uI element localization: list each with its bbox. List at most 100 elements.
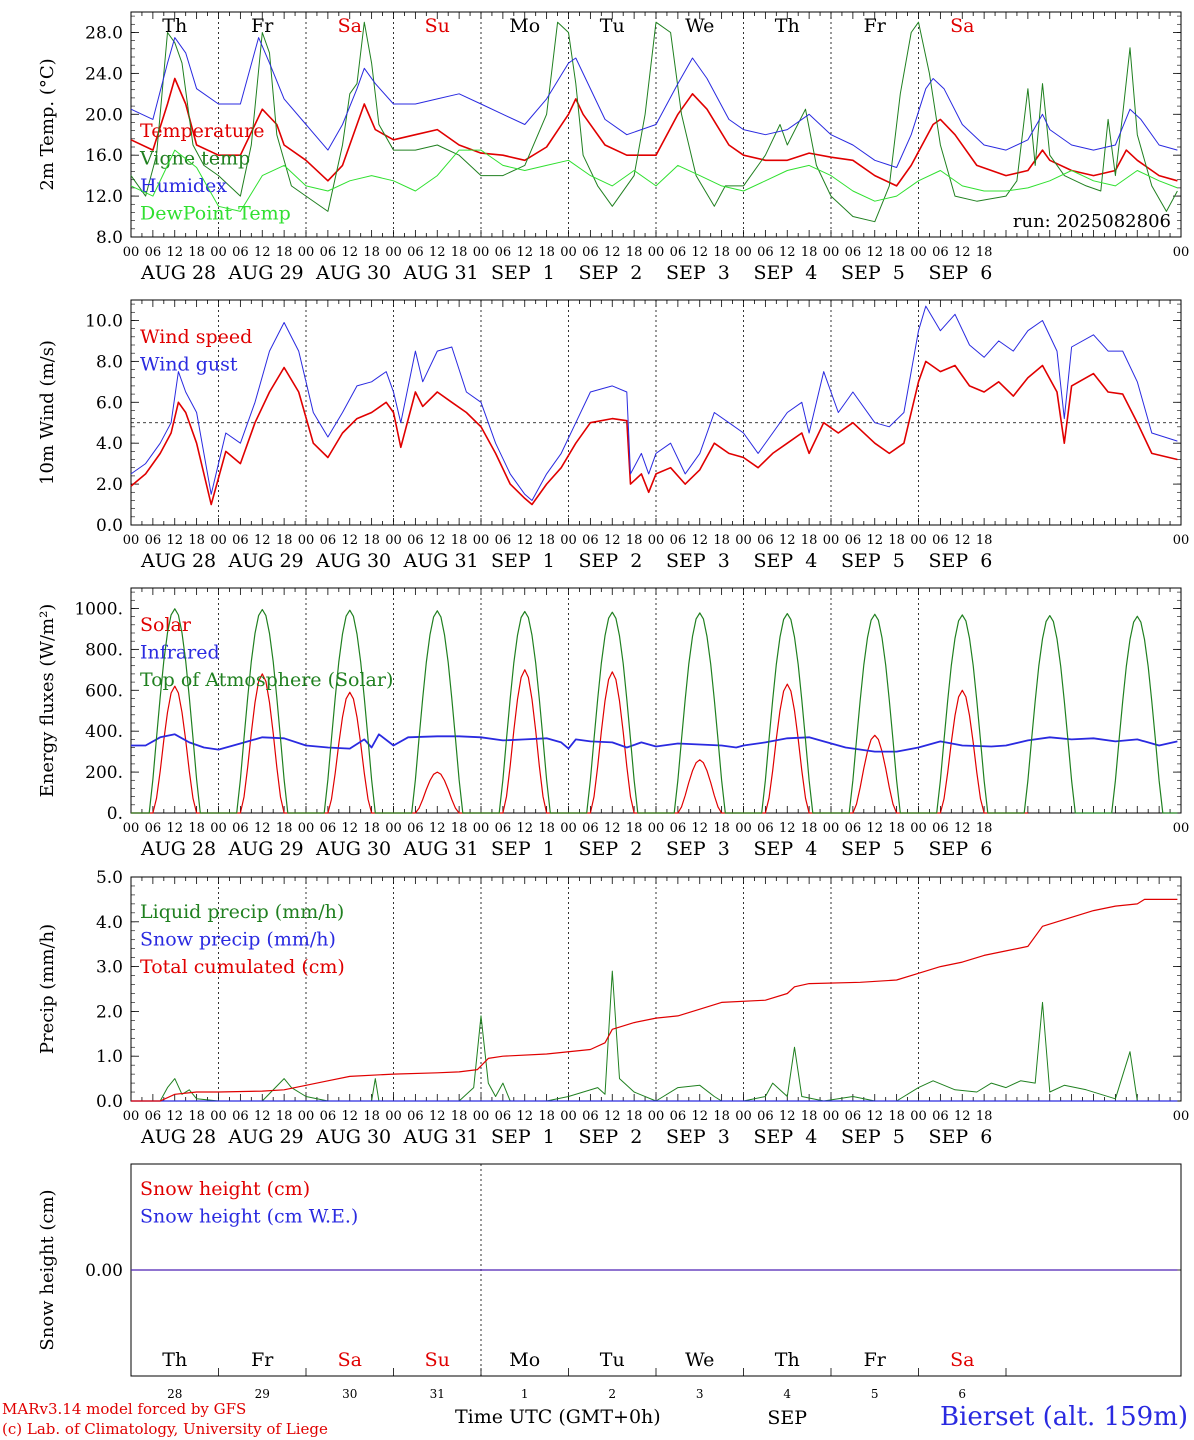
hour-tick-label: 12 xyxy=(341,245,358,260)
hour-tick-label: 06 xyxy=(582,1109,599,1124)
date-label: SEP 4 xyxy=(754,1126,818,1148)
hour-tick-label: 06 xyxy=(582,533,599,548)
hour-tick-label: 00 xyxy=(385,245,402,260)
hour-tick-label: 12 xyxy=(429,1109,446,1124)
date-label: AUG 30 xyxy=(315,838,391,860)
hour-tick-label: 18 xyxy=(276,1109,293,1124)
y-tick-label: 600. xyxy=(85,681,123,701)
y-tick-label: 1000. xyxy=(74,599,123,619)
hour-tick-label: 00 xyxy=(823,533,840,548)
date-label: SEP 5 xyxy=(841,262,905,284)
y-tick-label: 8.0 xyxy=(96,352,123,372)
date-label: SEP 5 xyxy=(841,1126,905,1148)
hour-tick-label: 06 xyxy=(145,821,162,836)
hour-tick-label: 06 xyxy=(495,533,512,548)
hour-tick-label: 00 xyxy=(910,245,927,260)
hour-tick-label: 18 xyxy=(188,1109,205,1124)
date-label: AUG 28 xyxy=(140,262,216,284)
bottom-weekday-label: Su xyxy=(425,1349,450,1371)
date-label: SEP 1 xyxy=(491,1126,555,1148)
date-label: SEP 5 xyxy=(841,550,905,572)
legend-entry: Humidex xyxy=(140,175,227,197)
hour-tick-label: 18 xyxy=(363,245,380,260)
bottom-day-number: 1 xyxy=(521,1387,529,1401)
date-label: SEP 3 xyxy=(666,838,730,860)
hour-tick-label: 00 xyxy=(473,533,490,548)
y-tick-label: 0.00 xyxy=(85,1261,123,1281)
hour-tick-label: 00 xyxy=(298,533,315,548)
hour-tick-label: 00 xyxy=(1173,1109,1190,1124)
hour-tick-label: 12 xyxy=(166,245,183,260)
hour-tick-label: 06 xyxy=(232,1109,249,1124)
hour-tick-label: 18 xyxy=(801,821,818,836)
hour-tick-label: 06 xyxy=(495,245,512,260)
hour-tick-label: 00 xyxy=(560,245,577,260)
hour-tick-label: 18 xyxy=(451,821,468,836)
bottom-weekday-label: Sa xyxy=(950,1349,974,1371)
hour-tick-label: 00 xyxy=(473,245,490,260)
hour-tick-label: 00 xyxy=(1173,533,1190,548)
hour-tick-label: 00 xyxy=(910,821,927,836)
hour-tick-label: 00 xyxy=(648,245,665,260)
hour-tick-label: 06 xyxy=(932,245,949,260)
y-tick-label: 800. xyxy=(85,640,123,660)
hour-tick-label: 12 xyxy=(516,245,533,260)
hour-tick-label: 00 xyxy=(910,533,927,548)
hour-tick-label: 12 xyxy=(604,1109,621,1124)
hour-tick-label: 18 xyxy=(626,821,643,836)
hour-tick-label: 12 xyxy=(866,821,883,836)
hour-tick-label: 06 xyxy=(495,1109,512,1124)
hour-tick-label: 18 xyxy=(451,1109,468,1124)
series-line-total-cumulated-cm- xyxy=(131,898,1178,1102)
date-label: AUG 28 xyxy=(140,1126,216,1148)
hour-tick-label: 06 xyxy=(495,821,512,836)
hour-tick-label: 06 xyxy=(145,533,162,548)
hour-tick-label: 06 xyxy=(407,533,424,548)
hour-tick-label: 00 xyxy=(123,1109,140,1124)
hour-tick-label: 12 xyxy=(341,821,358,836)
y-tick-label: 12.0 xyxy=(85,187,123,207)
hour-tick-label: 12 xyxy=(779,245,796,260)
hour-tick-label: 06 xyxy=(845,821,862,836)
hour-tick-label: 12 xyxy=(604,245,621,260)
date-label: AUG 30 xyxy=(315,550,391,572)
series-line-dewpoint-temp xyxy=(130,149,1178,212)
series-line-liquid-precip-mm-h- xyxy=(131,970,1178,1102)
date-label: AUG 31 xyxy=(403,262,479,284)
hour-tick-label: 12 xyxy=(341,1109,358,1124)
hour-tick-label: 00 xyxy=(648,821,665,836)
hour-tick-label: 12 xyxy=(779,821,796,836)
hour-tick-label: 18 xyxy=(801,1109,818,1124)
hour-tick-label: 18 xyxy=(363,1109,380,1124)
date-label: SEP 5 xyxy=(841,838,905,860)
hour-tick-label: 12 xyxy=(604,533,621,548)
hour-tick-label: 12 xyxy=(166,821,183,836)
hour-tick-label: 18 xyxy=(626,533,643,548)
weekday-label: We xyxy=(685,15,714,37)
hour-tick-label: 18 xyxy=(276,245,293,260)
hour-tick-label: 18 xyxy=(888,245,905,260)
hour-tick-label: 00 xyxy=(210,1109,227,1124)
hour-tick-label: 18 xyxy=(713,245,730,260)
hour-tick-label: 06 xyxy=(320,1109,337,1124)
weekday-label: Tu xyxy=(600,15,625,37)
y-tick-label: 28.0 xyxy=(85,23,123,43)
date-label: AUG 29 xyxy=(228,838,304,860)
hour-tick-label: 00 xyxy=(385,821,402,836)
date-label: SEP 2 xyxy=(579,262,643,284)
hour-tick-label: 06 xyxy=(757,821,774,836)
hour-tick-label: 00 xyxy=(735,245,752,260)
hour-tick-label: 18 xyxy=(538,533,555,548)
y-tick-label: 400. xyxy=(85,722,123,742)
hour-tick-label: 06 xyxy=(320,245,337,260)
date-label: SEP 1 xyxy=(491,262,555,284)
hour-tick-label: 00 xyxy=(735,1109,752,1124)
hour-tick-label: 18 xyxy=(888,821,905,836)
legend-entry: Temperature xyxy=(140,120,264,142)
legend-entry: Vigne temp xyxy=(139,148,250,170)
date-label: SEP 2 xyxy=(579,550,643,572)
hour-tick-label: 12 xyxy=(866,245,883,260)
hour-tick-label: 12 xyxy=(604,821,621,836)
series-line-humidex xyxy=(130,37,1178,168)
hour-tick-label: 12 xyxy=(691,533,708,548)
